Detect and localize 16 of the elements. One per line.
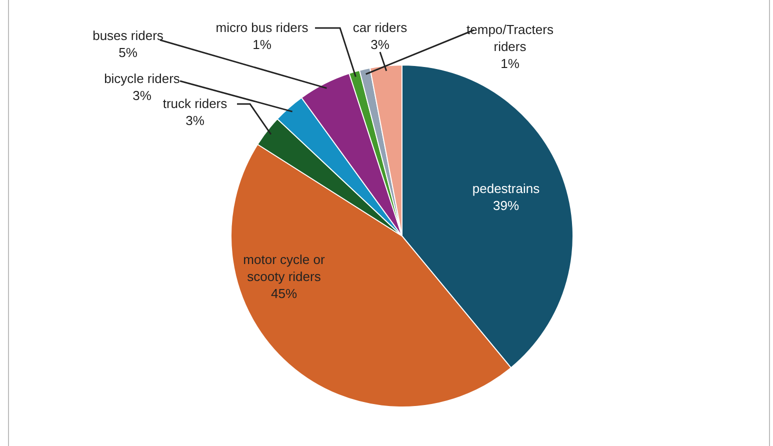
- slice-label: buses riders: [92, 28, 164, 43]
- data-label: 1%: [500, 56, 520, 71]
- slice-label: truck riders: [162, 96, 228, 111]
- data-label: 5%: [118, 45, 138, 60]
- data-label: 3%: [370, 37, 390, 52]
- slice-label: pedestrains: [472, 181, 540, 196]
- data-label: 39%: [492, 198, 520, 213]
- data-label: 45%: [270, 286, 298, 301]
- slice-label: tempo/Tracters riders: [466, 22, 554, 54]
- slice-label: car riders: [352, 20, 408, 35]
- slice-label: micro bus riders: [216, 20, 309, 35]
- data-label: 3%: [132, 88, 152, 103]
- data-label: 1%: [252, 37, 272, 52]
- slice-label: motor cycle or scooty riders: [243, 252, 326, 284]
- slice-label: bicycle riders: [104, 71, 180, 86]
- data-label: 3%: [186, 113, 205, 128]
